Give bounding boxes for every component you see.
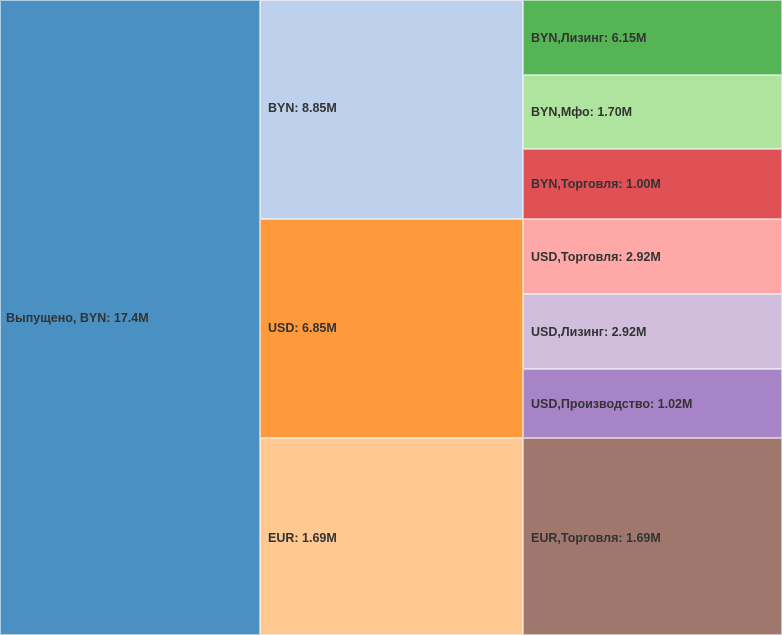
cell-label: USD: 6.85M xyxy=(268,321,337,335)
cell-label: USD,Лизинг: 2.92M xyxy=(531,324,647,339)
treemap-cell-eur[interactable]: EUR: 1.69M xyxy=(260,438,523,635)
treemap-cell-eur-trade[interactable]: EUR,Торговля: 1.69M xyxy=(523,438,782,635)
cell-label: Выпущено, BYN: 17.4M xyxy=(6,310,149,325)
treemap-cell-byn-trade[interactable]: BYN,Торговля: 1.00M xyxy=(523,149,782,219)
treemap-cell-byn[interactable]: BYN: 8.85M xyxy=(260,0,523,219)
cell-label: BYN: 8.85M xyxy=(268,101,337,115)
treemap-cell-usd[interactable]: USD: 6.85M xyxy=(260,219,523,438)
cell-label: BYN,Мфо: 1.70M xyxy=(531,105,633,119)
cell-label: EUR,Торговля: 1.69M xyxy=(531,531,661,545)
treemap-cell-byn-mfo[interactable]: BYN,Мфо: 1.70M xyxy=(523,75,782,149)
treemap-cell-usd-production[interactable]: USD,Производство: 1.02M xyxy=(523,369,782,438)
treemap-cell-byn-leasing[interactable]: BYN,Лизинг: 6.15M xyxy=(523,0,782,75)
cell-label: EUR: 1.69M xyxy=(268,531,337,545)
cell-label: BYN,Лизинг: 6.15M xyxy=(531,30,647,45)
cell-label: USD,Торговля: 2.92M xyxy=(531,249,661,264)
cell-label: BYN,Торговля: 1.00M xyxy=(531,177,661,191)
treemap-cell-usd-leasing[interactable]: USD,Лизинг: 2.92M xyxy=(523,294,782,369)
treemap-cell-usd-trade[interactable]: USD,Торговля: 2.92M xyxy=(523,219,782,294)
cell-label: USD,Производство: 1.02M xyxy=(531,396,693,411)
treemap-cell-root[interactable]: Выпущено, BYN: 17.4M xyxy=(0,0,260,635)
